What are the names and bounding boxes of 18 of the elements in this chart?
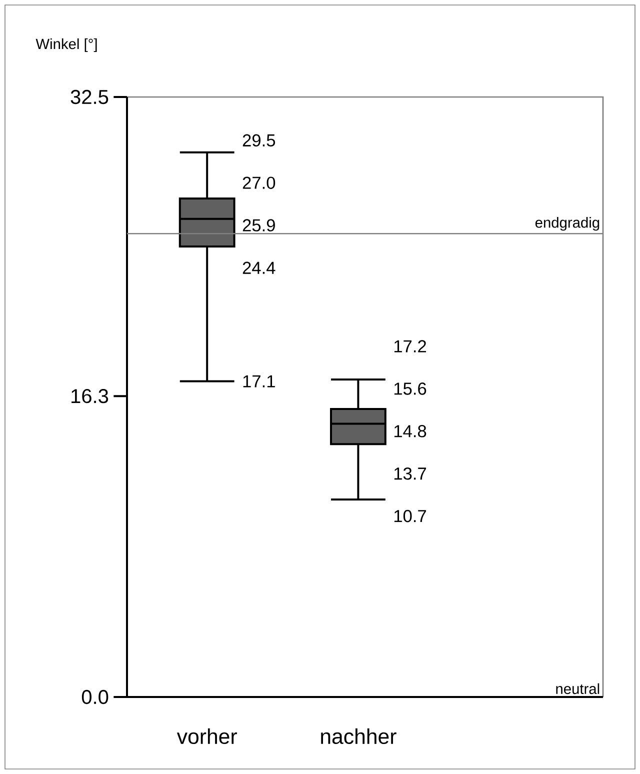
y-tick-label: 0.0 [82,690,108,704]
annotation: 25.9 [242,219,275,232]
annotation: 14.8 [394,425,426,438]
annotation: 29.5 [242,134,276,147]
annotation: 24.4 [242,262,276,274]
text: neutral [556,683,600,694]
y-axis-title: Winkel [°] [36,38,97,52]
x-tick-label: nachher [321,728,396,744]
annotation: 27.0 [242,176,276,189]
annotation: 13.7 [394,467,426,480]
annotation: 15.6 [394,382,426,395]
ref-line-label: endgradig [535,217,600,231]
annotation: 17.2 [394,340,426,352]
y-tick-label: 16.3 [72,388,108,404]
x-tick-label: vorher [176,728,237,744]
annotation: 17.1 [243,375,275,388]
annotation: 10.7 [394,510,426,522]
y-tick-label: 32.5 [70,90,108,104]
